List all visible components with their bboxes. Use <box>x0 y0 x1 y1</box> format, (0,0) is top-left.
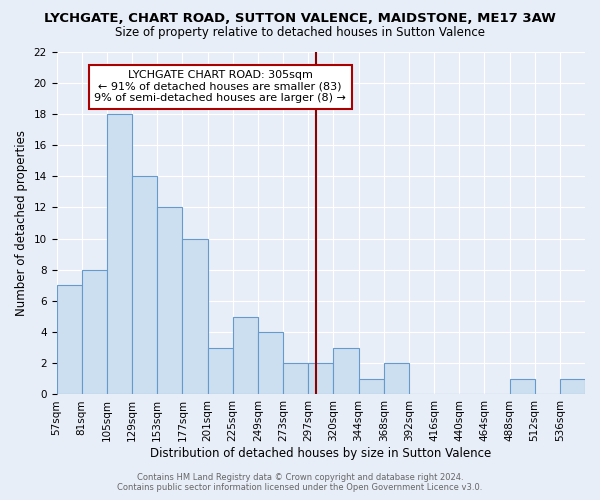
Y-axis label: Number of detached properties: Number of detached properties <box>15 130 28 316</box>
Bar <box>107 114 132 394</box>
Bar <box>208 348 233 395</box>
Bar <box>560 379 585 394</box>
Bar <box>132 176 157 394</box>
Text: Size of property relative to detached houses in Sutton Valence: Size of property relative to detached ho… <box>115 26 485 39</box>
Text: LYCHGATE, CHART ROAD, SUTTON VALENCE, MAIDSTONE, ME17 3AW: LYCHGATE, CHART ROAD, SUTTON VALENCE, MA… <box>44 12 556 26</box>
Bar <box>157 208 182 394</box>
Bar <box>383 364 409 394</box>
Text: LYCHGATE CHART ROAD: 305sqm
← 91% of detached houses are smaller (83)
9% of semi: LYCHGATE CHART ROAD: 305sqm ← 91% of det… <box>94 70 346 103</box>
Bar <box>283 364 308 394</box>
X-axis label: Distribution of detached houses by size in Sutton Valence: Distribution of detached houses by size … <box>150 447 491 460</box>
Bar <box>182 238 208 394</box>
Bar <box>359 379 383 394</box>
Bar <box>334 348 359 395</box>
Bar <box>82 270 107 394</box>
Bar <box>308 364 334 394</box>
Text: Contains HM Land Registry data © Crown copyright and database right 2024.
Contai: Contains HM Land Registry data © Crown c… <box>118 473 482 492</box>
Bar <box>233 316 258 394</box>
Bar <box>509 379 535 394</box>
Bar <box>56 286 82 395</box>
Bar <box>258 332 283 394</box>
